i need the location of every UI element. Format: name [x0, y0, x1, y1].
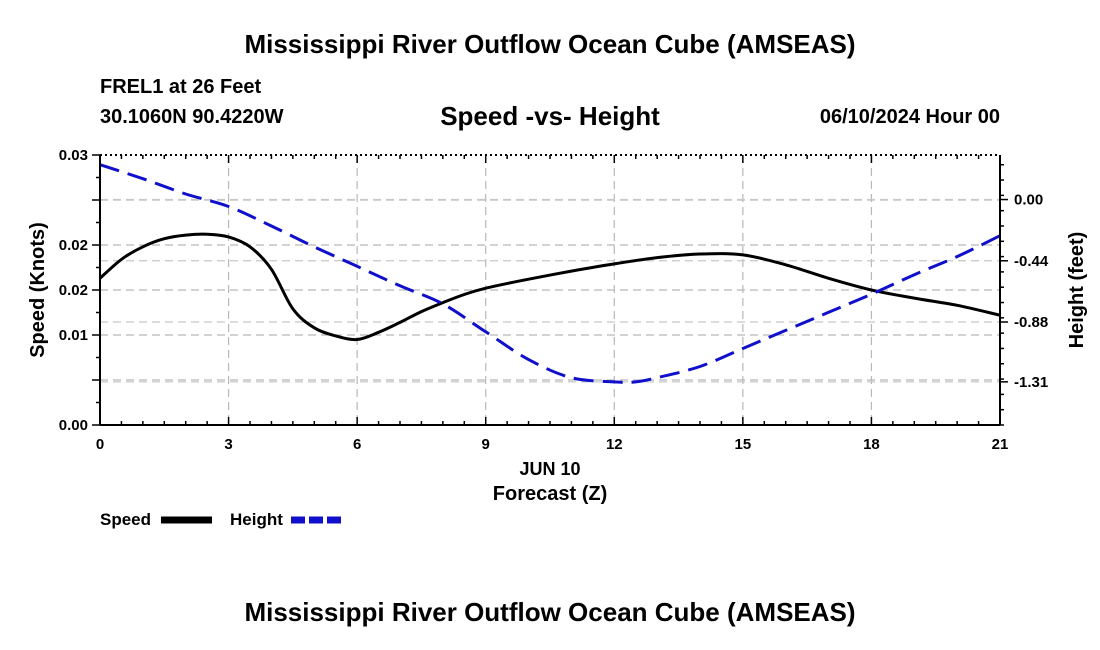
chart-subtitle: Speed -vs- Height [440, 101, 660, 131]
grid [100, 155, 1000, 425]
y2-tick-label: -0.88 [1014, 314, 1048, 331]
x-tick-label: 12 [606, 436, 623, 453]
x-tick-label: 9 [482, 436, 490, 453]
y2-tick-label: 0.00 [1014, 192, 1043, 209]
forecast-datetime: 06/10/2024 Hour 00 [819, 106, 1000, 128]
series-line-speed [98, 232, 1001, 342]
x-tick-label: 3 [224, 436, 232, 453]
y2-tick-label: -0.44 [1014, 253, 1049, 270]
legend-label-speed: Speed [100, 510, 151, 529]
y2-axis-title: Height (feet) [1066, 232, 1088, 349]
main-title: Mississippi River Outflow Ocean Cube (AM… [244, 29, 856, 59]
y-tick-label: 0.02 [59, 282, 88, 299]
x-tick-label: 6 [353, 436, 361, 453]
y-tick-label: 0.03 [59, 147, 88, 164]
x-tick-label: 21 [992, 436, 1009, 453]
legend: Speed Height [100, 510, 342, 529]
bottom-title: Mississippi River Outflow Ocean Cube (AM… [244, 597, 856, 627]
x-tick-label: 15 [735, 436, 752, 453]
date-label: JUN 10 [519, 459, 580, 479]
x-tick-label: 18 [863, 436, 880, 453]
y2-tick-label: -1.31 [1014, 374, 1048, 391]
axis-labels: 0 3 6 9 12 15 18 21 0.00 0.01 0.02 0.02 0.03 0.00 -0.4… [27, 147, 1088, 505]
x-tick-label: 0 [96, 436, 104, 453]
station-label: FREL1 at 26 Feet [100, 76, 262, 98]
coordinates-label: 30.1060N 90.4220W [100, 106, 284, 128]
x-axis-title: Forecast (Z) [493, 483, 607, 505]
y-axis-title: Speed (Knots) [27, 222, 49, 358]
y-tick-label: 0.00 [59, 417, 88, 434]
y-tick-label: 0.02 [59, 237, 88, 254]
series-layer [98, 163, 1001, 384]
plot-frame [92, 154, 1008, 426]
legend-label-height: Height [230, 510, 283, 529]
y-tick-label: 0.01 [59, 327, 88, 344]
